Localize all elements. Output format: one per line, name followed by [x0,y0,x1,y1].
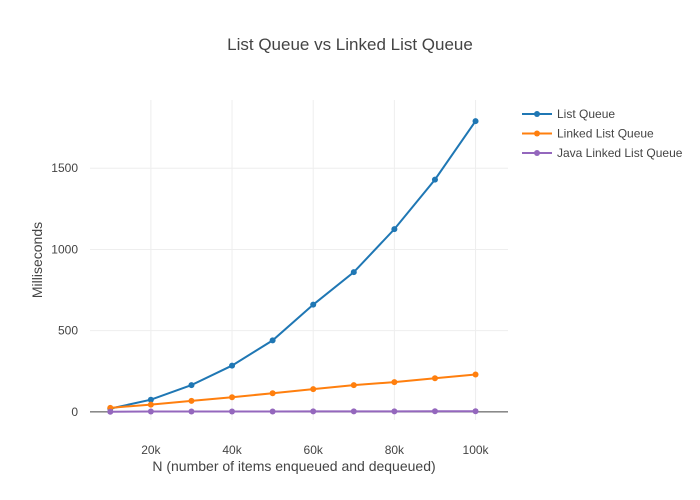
y-tick-label: 0 [71,405,78,419]
legend-swatch-marker [534,111,540,117]
series-2 [107,408,479,415]
data-point[interactable] [350,269,357,276]
data-point[interactable] [391,226,398,233]
x-tick-label: 20k [141,443,161,457]
data-point[interactable] [350,382,357,389]
x-axis-title: N (number of items enqueued and dequeued… [152,458,435,474]
legend-swatch-marker [534,130,540,137]
data-point[interactable] [472,118,479,125]
data-point[interactable] [147,408,154,415]
y-tick-label: 1000 [51,242,78,256]
data-point[interactable] [391,408,398,415]
data-point[interactable] [431,408,438,415]
data-point[interactable] [269,337,276,344]
legend-item[interactable]: List Queue [522,107,615,121]
data-point[interactable] [472,371,479,378]
series-0 [107,118,479,412]
series-line [110,120,477,410]
data-point[interactable] [310,386,317,393]
data-point[interactable] [147,396,154,403]
legend-item[interactable]: Linked List Queue [522,127,654,141]
x-tick-label: 40k [222,443,242,457]
data-point[interactable] [310,301,317,308]
series-line [110,373,476,409]
data-point[interactable] [107,408,114,415]
data-point[interactable] [472,408,479,415]
data-point[interactable] [188,382,195,389]
data-point[interactable] [310,408,317,415]
legend-swatch-marker [534,150,540,156]
legend-label: Java Linked List Queue [557,146,683,160]
series-1 [107,371,479,411]
grid [90,100,508,420]
legend-item[interactable]: Java Linked List Queue [522,146,683,160]
data-point[interactable] [188,397,195,404]
series-lines [107,118,479,415]
data-point[interactable] [188,408,195,415]
data-point[interactable] [431,375,438,382]
legend[interactable]: List Queue Linked List Queue Java Linked L… [522,107,683,160]
data-point[interactable] [269,390,276,397]
chart-title: List Queue vs Linked List Queue [227,35,473,54]
data-point[interactable] [229,362,236,369]
x-tick-label: 80k [385,443,405,457]
y-tick-label: 500 [58,324,78,338]
data-point[interactable] [229,394,236,401]
y-axis-title: Milliseconds [29,222,45,298]
data-point[interactable] [269,408,276,415]
x-tick-label: 100k [463,443,490,457]
legend-label: List Queue [557,107,615,121]
data-point[interactable] [391,379,398,386]
y-tick-label: 1500 [51,161,78,175]
data-point[interactable] [229,408,236,415]
data-point[interactable] [431,176,438,183]
legend-label: Linked List Queue [557,127,654,141]
data-point[interactable] [147,401,154,408]
data-point[interactable] [350,408,357,415]
x-tick-label: 60k [304,443,324,457]
